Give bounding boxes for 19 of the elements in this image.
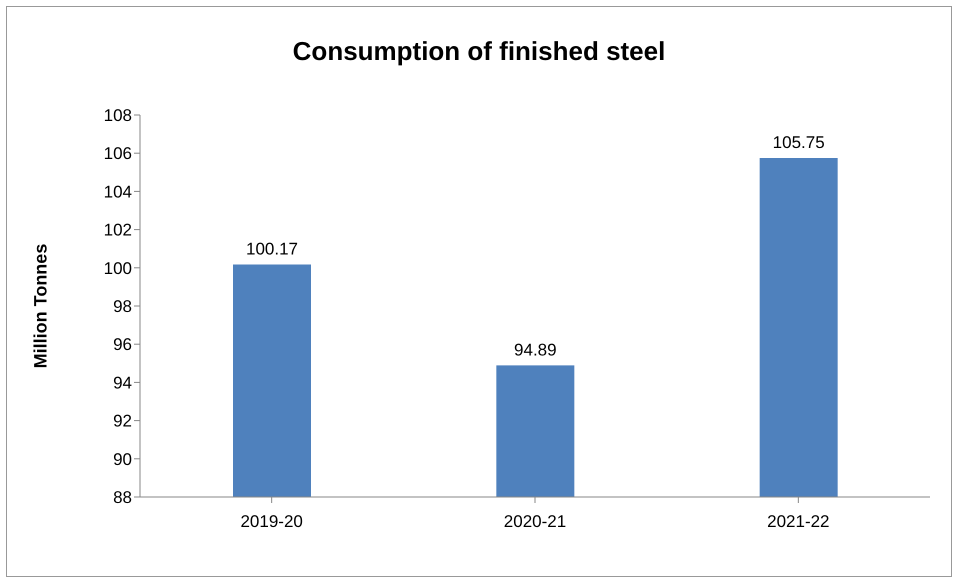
y-tick-label: 94 [113,373,132,392]
y-tick-label: 106 [104,144,132,164]
y-tick-label: 108 [104,106,132,126]
y-tick-label: 102 [104,220,132,240]
y-tick-label: 88 [113,488,132,508]
y-tick-label: 96 [113,335,132,354]
data-label: 105.75 [772,132,825,152]
data-label: 94.89 [514,340,557,360]
x-tick-label: 2019-20 [240,512,303,532]
y-axis-title: Million Tonnes [30,244,50,368]
y-tick-label: 90 [113,450,132,469]
y-tick-label: 104 [104,182,132,202]
y-tick-label: 100 [104,258,132,278]
y-tick-label: 98 [113,297,132,316]
data-label: 100.17 [246,240,298,259]
x-tick-label: 2021-22 [767,512,830,532]
chart-title: Consumption of finished steel [292,36,666,67]
x-tick-label: 2020-21 [504,512,566,532]
y-tick-label: 92 [113,412,132,431]
